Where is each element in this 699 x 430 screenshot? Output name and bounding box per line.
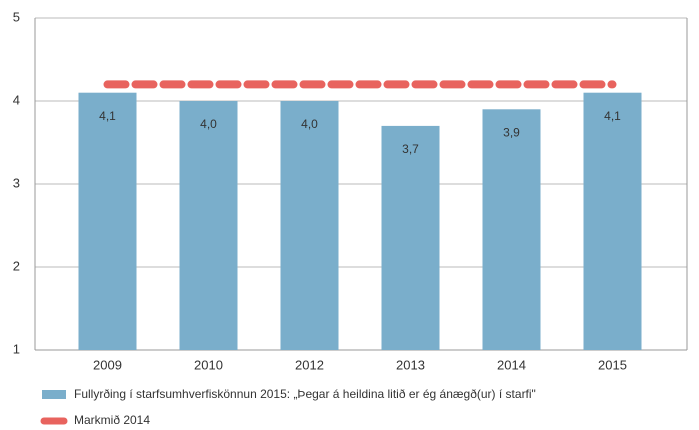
value-label: 4,0	[200, 117, 217, 131]
x-tick-label: 2012	[295, 357, 324, 372]
bar	[482, 109, 541, 350]
legend-label: Fullyrðing í starfsumhverfiskönnun 2015:…	[74, 387, 536, 401]
value-label: 3,7	[402, 142, 419, 156]
value-label: 4,1	[604, 109, 621, 123]
y-tick-label: 3	[13, 175, 20, 190]
x-tick-label: 2015	[598, 357, 627, 372]
x-tick-label: 2009	[93, 357, 122, 372]
value-label: 4,0	[301, 117, 318, 131]
x-tick-label: 2010	[194, 357, 223, 372]
bar	[78, 92, 137, 350]
y-tick-label: 4	[13, 92, 20, 107]
bar	[381, 125, 440, 351]
x-tick-label: 2013	[396, 357, 425, 372]
bar	[583, 92, 642, 350]
legend-label: Markmið 2014	[74, 413, 150, 427]
bar	[179, 101, 238, 350]
y-tick-label: 1	[13, 341, 20, 356]
y-tick-label: 5	[13, 9, 20, 24]
y-tick-label: 2	[13, 258, 20, 273]
legend-swatch	[42, 390, 66, 399]
value-label: 3,9	[503, 125, 520, 139]
bar	[280, 101, 339, 350]
x-tick-label: 2014	[497, 357, 526, 372]
value-label: 4,1	[99, 109, 116, 123]
